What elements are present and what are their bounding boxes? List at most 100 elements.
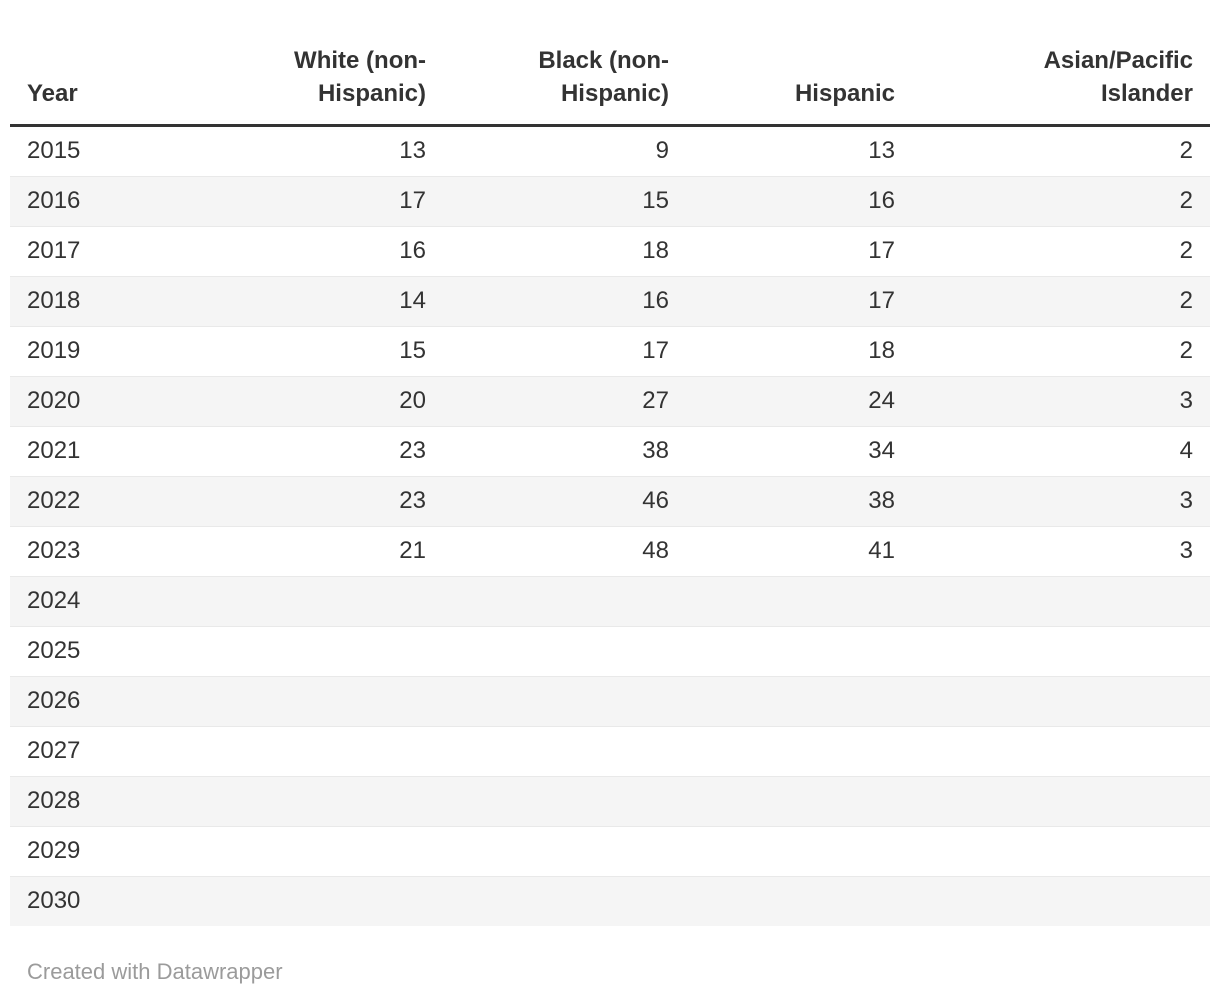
- value-cell: [912, 727, 1210, 777]
- value-cell: 23: [399, 487, 426, 514]
- table-body: 2015 13 9 13 2 2016 17 15 16 2 2017 16 18 17 2 2018 14 16…: [10, 126, 1210, 927]
- value-cell: 15: [642, 187, 669, 214]
- value-cell: 16: [642, 287, 669, 314]
- table-row: 2022 23 46 38 3: [10, 476, 1210, 527]
- value-cell: 16: [399, 237, 426, 264]
- value-cell: [686, 677, 912, 727]
- value-cell: 18: [642, 237, 669, 264]
- value-cell: [686, 727, 912, 777]
- year-cell: 2029: [27, 837, 81, 864]
- column-header-hispanic: Hispanic: [686, 30, 912, 127]
- column-header-white-non-hispanic: White (non-Hispanic): [190, 30, 443, 127]
- value-cell: [190, 627, 443, 677]
- value-cell: 2: [1179, 337, 1193, 364]
- value-cell: [686, 627, 912, 677]
- value-cell: 15: [399, 337, 426, 364]
- column-header-label: White (non-Hispanic): [294, 47, 426, 107]
- value-cell: [190, 677, 443, 727]
- value-cell: [912, 677, 1210, 727]
- value-cell: 2: [1179, 187, 1193, 214]
- year-cell: 2020: [27, 387, 81, 414]
- value-cell: [443, 777, 686, 827]
- value-cell: [443, 827, 686, 877]
- value-cell: 17: [868, 237, 895, 264]
- value-cell: [190, 577, 443, 627]
- year-cell: 2024: [27, 587, 81, 614]
- year-cell: 2015: [27, 137, 81, 164]
- table-row: 2015 13 9 13 2: [10, 126, 1210, 177]
- year-cell: 2016: [27, 187, 81, 214]
- value-cell: 3: [1179, 537, 1193, 564]
- value-cell: [912, 777, 1210, 827]
- header-row: Year White (non-Hispanic) Black (non-His…: [10, 30, 1210, 127]
- table-row: 2028: [10, 776, 1210, 827]
- column-header-year: Year: [10, 30, 190, 127]
- value-cell: 9: [655, 137, 669, 164]
- value-cell: [912, 627, 1210, 677]
- year-cell: 2022: [27, 487, 81, 514]
- column-header-label: Hispanic: [794, 80, 895, 107]
- table-row: 2029: [10, 826, 1210, 877]
- value-cell: 23: [399, 437, 426, 464]
- value-cell: [190, 727, 443, 777]
- value-cell: 46: [642, 487, 669, 514]
- value-cell: [190, 827, 443, 877]
- table-row: 2030: [10, 876, 1210, 927]
- column-header-black-non-hispanic: Black (non-Hispanic): [443, 30, 686, 127]
- table-row: 2021 23 38 34 4: [10, 426, 1210, 477]
- year-cell: 2021: [27, 437, 81, 464]
- value-cell: 14: [399, 287, 426, 314]
- value-cell: 21: [399, 537, 426, 564]
- table-row: 2026: [10, 676, 1210, 727]
- value-cell: [443, 877, 686, 927]
- value-cell: [443, 727, 686, 777]
- value-cell: [912, 827, 1210, 877]
- year-cell: 2018: [27, 287, 81, 314]
- table-row: 2024: [10, 576, 1210, 627]
- value-cell: 16: [868, 187, 895, 214]
- value-cell: 17: [642, 337, 669, 364]
- value-cell: 20: [399, 387, 426, 414]
- year-cell: 2025: [27, 637, 81, 664]
- value-cell: 3: [1179, 387, 1193, 414]
- value-cell: 17: [868, 287, 895, 314]
- table-row: 2017 16 18 17 2: [10, 226, 1210, 277]
- column-header-asian-pacific-islander: Asian/Pacific Islander: [912, 30, 1210, 127]
- value-cell: 13: [868, 137, 895, 164]
- column-header-label: Black (non-Hispanic): [538, 47, 669, 107]
- value-cell: [443, 627, 686, 677]
- year-cell: 2023: [27, 537, 81, 564]
- value-cell: 17: [399, 187, 426, 214]
- value-cell: 2: [1179, 137, 1193, 164]
- value-cell: [686, 877, 912, 927]
- data-table: Year White (non-Hispanic) Black (non-His…: [10, 30, 1210, 926]
- value-cell: 38: [642, 437, 669, 464]
- table-row: 2018 14 16 17 2: [10, 276, 1210, 327]
- value-cell: [443, 577, 686, 627]
- column-header-label: Asian/Pacific Islander: [1043, 47, 1193, 107]
- year-cell: 2026: [27, 687, 81, 714]
- table-row: 2016 17 15 16 2: [10, 176, 1210, 227]
- datawrapper-attribution-link[interactable]: Created with Datawrapper: [27, 959, 283, 984]
- value-cell: [686, 827, 912, 877]
- value-cell: 34: [868, 437, 895, 464]
- value-cell: [190, 877, 443, 927]
- value-cell: [190, 777, 443, 827]
- value-cell: 2: [1179, 287, 1193, 314]
- value-cell: 24: [868, 387, 895, 414]
- value-cell: 3: [1179, 487, 1193, 514]
- table-row: 2023 21 48 41 3: [10, 526, 1210, 577]
- table-row: 2025: [10, 626, 1210, 677]
- value-cell: [912, 877, 1210, 927]
- value-cell: 38: [868, 487, 895, 514]
- year-cell: 2019: [27, 337, 81, 364]
- value-cell: [686, 577, 912, 627]
- table-row: 2020 20 27 24 3: [10, 376, 1210, 427]
- value-cell: 41: [868, 537, 895, 564]
- table-row: 2027: [10, 726, 1210, 777]
- value-cell: [686, 777, 912, 827]
- value-cell: 13: [399, 137, 426, 164]
- year-cell: 2030: [27, 887, 81, 914]
- year-cell: 2017: [27, 237, 81, 264]
